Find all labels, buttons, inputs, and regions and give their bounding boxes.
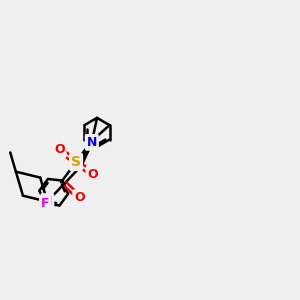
Text: F: F: [41, 197, 50, 210]
Text: O: O: [87, 168, 98, 181]
Text: N: N: [42, 195, 52, 208]
Text: N: N: [87, 136, 97, 149]
Text: S: S: [71, 155, 81, 169]
Text: O: O: [54, 143, 65, 156]
Text: O: O: [74, 191, 85, 204]
